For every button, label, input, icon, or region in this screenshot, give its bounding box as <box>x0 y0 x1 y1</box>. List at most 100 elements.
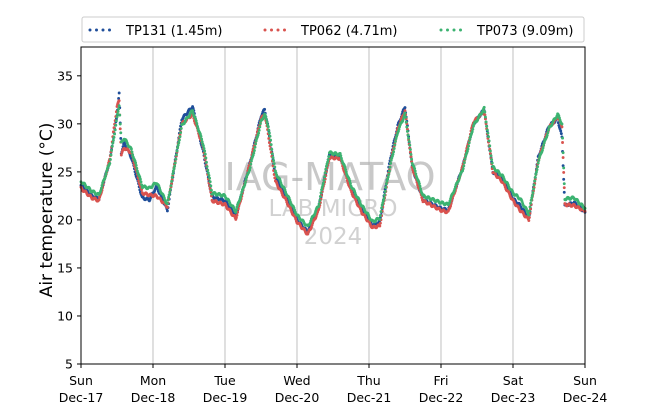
data-point <box>560 122 564 126</box>
data-point <box>562 170 566 174</box>
data-point <box>449 197 453 200</box>
data-point <box>380 206 384 210</box>
data-point <box>318 198 322 202</box>
data-point <box>253 145 257 149</box>
data-point <box>109 153 113 157</box>
data-point <box>397 127 401 131</box>
data-point <box>113 128 117 132</box>
data-point <box>243 181 247 184</box>
data-point <box>104 174 108 178</box>
data-point <box>420 196 424 199</box>
data-point <box>535 168 539 172</box>
data-point <box>533 175 537 179</box>
data-point <box>383 189 387 193</box>
data-point <box>179 126 183 130</box>
x-tick-label-date: Dec-24 <box>563 390 608 405</box>
data-point <box>528 205 532 209</box>
data-point <box>116 112 119 116</box>
data-point <box>410 157 414 161</box>
data-point <box>207 173 211 177</box>
data-point <box>252 149 256 152</box>
data-point <box>392 147 396 150</box>
data-point <box>384 185 388 189</box>
legend: TP131 (1.45m) TP062 (4.71m) TP073 (9.09m) <box>81 16 585 43</box>
data-point <box>321 183 325 187</box>
data-point <box>527 209 531 213</box>
data-point <box>319 191 323 195</box>
data-point <box>273 176 277 180</box>
data-point <box>100 184 104 187</box>
data-point <box>533 179 537 183</box>
data-point <box>129 147 133 151</box>
data-point <box>139 180 143 184</box>
data-point <box>267 141 271 145</box>
x-tick-label-day: Thu <box>356 373 380 388</box>
x-tick-label-day: Tue <box>213 373 236 388</box>
data-point <box>409 155 413 158</box>
data-point <box>112 126 116 130</box>
data-point <box>99 186 103 190</box>
data-point <box>171 172 175 176</box>
data-point <box>529 198 533 202</box>
data-point <box>457 178 461 182</box>
data-point <box>392 150 396 154</box>
data-point <box>173 161 177 165</box>
data-point <box>530 196 534 200</box>
data-point <box>323 171 327 175</box>
data-point <box>462 161 466 165</box>
data-point <box>562 177 566 181</box>
data-point <box>112 135 116 139</box>
data-point <box>467 144 471 148</box>
data-point <box>205 165 209 168</box>
data-point <box>174 157 178 161</box>
data-point <box>111 130 115 134</box>
data-point <box>404 115 408 119</box>
y-axis: 5 10 15 20 25 30 35 <box>57 68 81 372</box>
data-point <box>249 159 253 163</box>
data-point <box>482 105 486 109</box>
data-point <box>268 134 272 138</box>
data-point <box>536 161 540 165</box>
data-point <box>486 131 490 135</box>
data-point <box>108 158 112 161</box>
data-point <box>272 159 276 163</box>
data-point <box>269 138 273 142</box>
y-tick-label: 15 <box>57 260 73 275</box>
data-point <box>244 178 248 182</box>
data-point <box>266 125 270 129</box>
data-point <box>204 156 208 160</box>
data-point <box>559 129 563 133</box>
data-point <box>179 131 183 135</box>
watermark: IAG-MATAO LAB MICRO 2024 <box>224 155 435 250</box>
data-point <box>487 135 490 139</box>
data-point <box>272 162 276 165</box>
data-point <box>140 188 144 192</box>
data-point <box>105 169 109 173</box>
data-point <box>386 175 390 179</box>
data-point <box>249 162 253 166</box>
data-point <box>235 213 239 217</box>
data-point <box>117 99 121 103</box>
data-point <box>530 194 534 197</box>
data-point <box>484 120 488 124</box>
data-point <box>321 181 325 185</box>
data-point <box>257 131 261 135</box>
data-point <box>165 202 169 206</box>
data-point <box>405 129 409 133</box>
data-point <box>119 136 123 140</box>
data-point <box>118 127 122 131</box>
data-point <box>414 172 418 176</box>
data-point <box>403 106 407 110</box>
y-tick-label: 20 <box>57 212 73 227</box>
data-point <box>209 184 213 188</box>
data-point <box>310 223 314 227</box>
data-point <box>467 141 471 145</box>
data-point <box>389 158 393 162</box>
data-point <box>323 175 327 179</box>
data-point <box>527 213 531 217</box>
data-point <box>561 136 564 140</box>
data-point <box>560 125 564 129</box>
data-point <box>203 149 207 153</box>
data-point <box>115 115 119 119</box>
data-point <box>252 151 256 155</box>
